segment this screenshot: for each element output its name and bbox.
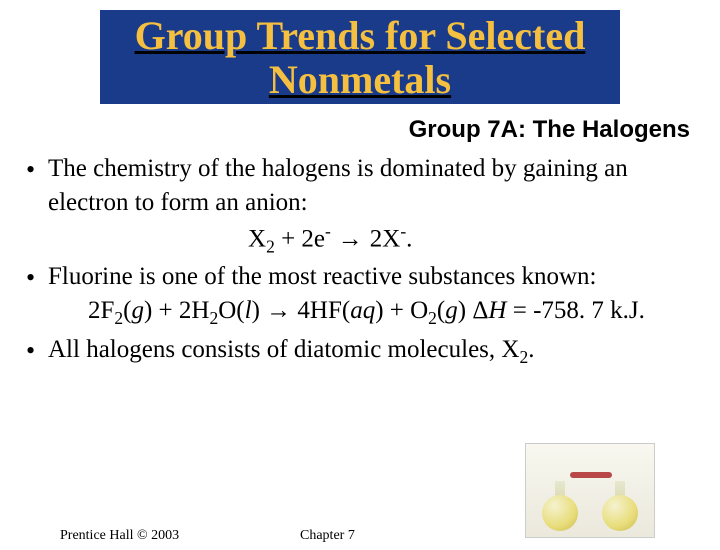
content-area: The chemistry of the halogens is dominat… <box>0 152 720 369</box>
eq-text: 4HF( <box>291 297 350 324</box>
eq-text: 2X <box>370 225 401 252</box>
title-banner: Group Trends for Selected Nonmetals <box>100 10 620 104</box>
eq-text: X <box>248 225 266 252</box>
equation-2: 2F2(g) + 2H2O(l) → 4HF(aq) + O2(g) ΔH = … <box>48 294 690 331</box>
eq-text: 2F <box>88 297 114 324</box>
bullet-list: The chemistry of the halogens is dominat… <box>20 152 690 369</box>
footer-chapter: Chapter 7 <box>300 528 355 544</box>
flask-icon <box>542 481 578 531</box>
bullet-item: All halogens consists of diatomic molecu… <box>20 333 690 370</box>
eq-italic: aq <box>350 297 375 324</box>
slide-subtitle: Group 7A: The Halogens <box>0 116 690 144</box>
eq-text: ) Δ <box>458 297 489 324</box>
tube-icon <box>570 472 612 478</box>
eq-text: ) <box>252 297 267 324</box>
eq-italic: g <box>445 297 458 324</box>
eq-text: O( <box>218 297 244 324</box>
equation-1: X2 + 2e- → 2X-. <box>48 220 690 259</box>
flask-illustration <box>525 443 655 538</box>
subscript: 2 <box>428 308 437 328</box>
slide-title: Group Trends for Selected Nonmetals <box>110 14 610 102</box>
eq-text: ( <box>437 297 445 324</box>
bullet-item: The chemistry of the halogens is dominat… <box>20 152 690 258</box>
subscript: 2 <box>519 347 528 367</box>
eq-text: = -758. 7 k.J. <box>506 297 644 324</box>
eq-text: ) + O <box>375 297 428 324</box>
bullet-item: Fluorine is one of the most reactive sub… <box>20 260 690 330</box>
eq-text: . <box>406 225 412 252</box>
eq-italic: H <box>488 297 506 324</box>
bullet-text: The chemistry of the halogens is dominat… <box>48 155 628 216</box>
flask-icon <box>602 481 638 531</box>
subscript: 2 <box>266 236 275 256</box>
eq-text: + 2e <box>275 225 325 252</box>
bullet-text: . <box>528 336 534 363</box>
bullet-text: All halogens consists of diatomic molecu… <box>48 336 519 363</box>
eq-italic: l <box>245 297 252 324</box>
eq-text: ) + 2H <box>144 297 209 324</box>
subscript: 2 <box>209 308 218 328</box>
arrow-icon: → <box>266 296 291 324</box>
bullet-text: Fluorine is one of the most reactive sub… <box>48 263 597 290</box>
subscript: 2 <box>114 308 123 328</box>
eq-italic: g <box>131 297 144 324</box>
footer-copyright: Prentice Hall © 2003 <box>60 528 179 544</box>
arrow-icon: → <box>331 224 370 252</box>
